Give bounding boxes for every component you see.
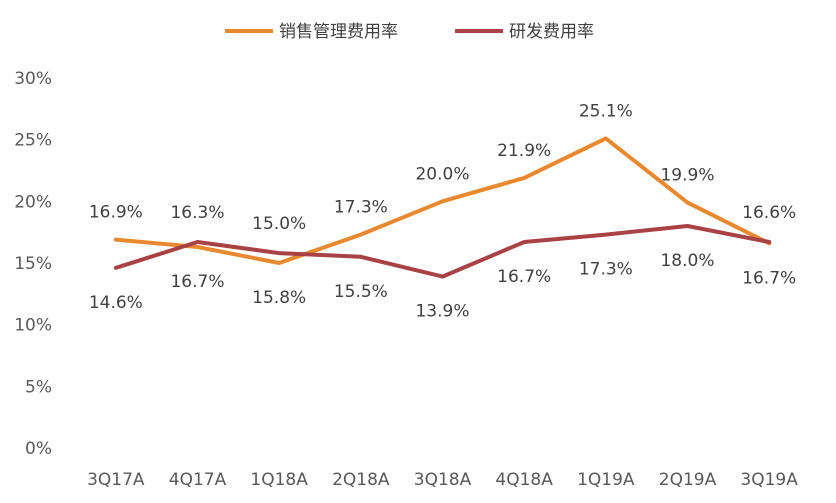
y-tick-label: 20% bbox=[14, 192, 52, 212]
x-tick-label: 3Q17A bbox=[87, 470, 145, 490]
data-label-series-2: 16.7% bbox=[170, 272, 224, 292]
x-tick-label: 1Q18A bbox=[250, 470, 308, 490]
legend-label-2: 研发费用率 bbox=[509, 22, 594, 42]
data-label-series-2: 14.6% bbox=[89, 293, 143, 313]
legend-label-1: 销售管理费用率 bbox=[279, 22, 398, 42]
y-tick-label: 15% bbox=[14, 254, 52, 274]
data-labels: 16.9% 16.3% 15.0% 17.3% 20.0% 21.9% 25.1% 19.9%… bbox=[89, 101, 796, 321]
x-tick-label: 4Q18A bbox=[495, 470, 553, 490]
data-label-series-1: 21.9% bbox=[497, 141, 551, 161]
y-tick-label: 30% bbox=[14, 69, 52, 89]
y-axis: 0% 5% 10% 15% 20% 25% 30% bbox=[14, 69, 52, 459]
series-line-1 bbox=[113, 136, 772, 265]
data-label-series-2: 15.8% bbox=[252, 288, 306, 308]
y-tick-label: 0% bbox=[25, 439, 52, 459]
x-tick-label: 4Q17A bbox=[169, 470, 227, 490]
data-label-series-2: 17.3% bbox=[579, 260, 633, 280]
y-tick-label: 25% bbox=[14, 131, 52, 151]
data-label-series-2: 18.0% bbox=[660, 251, 714, 271]
data-label-series-1: 19.9% bbox=[660, 166, 714, 186]
data-label-series-1: 16.9% bbox=[89, 203, 143, 223]
x-tick-label: 2Q19A bbox=[659, 470, 717, 490]
x-tick-label: 2Q18A bbox=[332, 470, 390, 490]
data-label-series-2: 15.5% bbox=[334, 282, 388, 302]
data-label-series-1: 20.0% bbox=[415, 164, 469, 184]
x-tick-label: 1Q19A bbox=[577, 470, 635, 490]
series-line-2 bbox=[113, 224, 772, 279]
data-label-series-1: 16.6% bbox=[742, 203, 796, 223]
legend: 销售管理费用率 研发费用率 bbox=[225, 22, 594, 42]
data-label-series-2: 13.9% bbox=[415, 302, 469, 322]
data-label-series-1: 25.1% bbox=[579, 101, 633, 121]
data-label-series-2: 16.7% bbox=[742, 268, 796, 288]
series-group bbox=[113, 136, 772, 279]
y-tick-label: 10% bbox=[14, 316, 52, 336]
data-label-series-1: 16.3% bbox=[170, 203, 224, 223]
y-tick-label: 5% bbox=[25, 377, 52, 397]
x-tick-label: 3Q19A bbox=[740, 470, 798, 490]
x-axis: 3Q17A 4Q17A 1Q18A 2Q18A 3Q18A 4Q18A 1Q19A 2Q19A… bbox=[87, 470, 798, 490]
x-tick-label: 3Q18A bbox=[414, 470, 472, 490]
data-label-series-2: 16.7% bbox=[497, 267, 551, 287]
data-label-series-1: 15.0% bbox=[252, 214, 306, 234]
data-label-series-1: 17.3% bbox=[334, 198, 388, 218]
